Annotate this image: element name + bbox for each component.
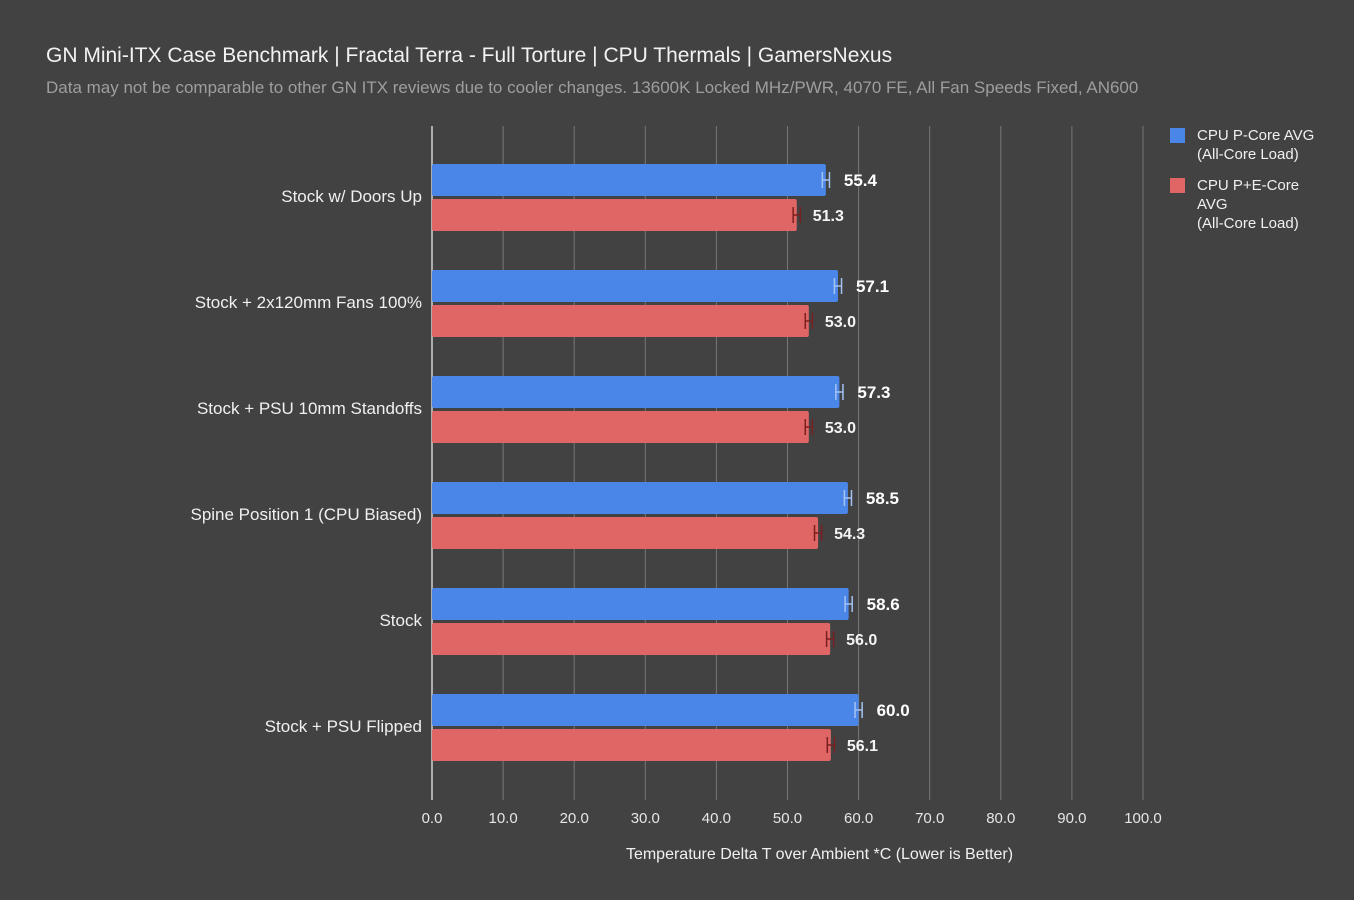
data-label: 54.3 (834, 526, 865, 543)
bar-p-core (432, 164, 826, 196)
data-label: 58.6 (867, 595, 900, 614)
x-tick-label: 50.0 (773, 810, 802, 827)
legend: CPU P-Core AVG (All-Core Load) CPU P+E-C… (1170, 126, 1340, 245)
category-label: Stock (379, 611, 422, 630)
bar-p-core (432, 694, 859, 726)
data-label: 60.0 (877, 701, 910, 720)
x-tick-label: 100.0 (1124, 810, 1162, 827)
category-label: Stock + PSU Flipped (265, 717, 422, 736)
bar-pe-core (432, 199, 797, 231)
category-label: Stock + PSU 10mm Standoffs (197, 399, 422, 418)
legend-swatch-pe-core (1170, 178, 1185, 193)
bar-p-core (432, 482, 848, 514)
x-tick-label: 90.0 (1057, 810, 1086, 827)
bar-pe-core (432, 729, 831, 761)
data-label: 56.1 (847, 738, 878, 755)
data-label: 53.0 (825, 420, 856, 437)
bar-pe-core (432, 623, 831, 655)
bar-pe-core (432, 305, 809, 337)
legend-label-p-core: CPU P-Core AVG (All-Core Load) (1197, 127, 1315, 163)
x-tick-label: 70.0 (915, 810, 944, 827)
bar-p-core (432, 588, 849, 620)
data-label: 56.0 (846, 632, 877, 649)
x-tick-label: 20.0 (560, 810, 589, 827)
category-label: Spine Position 1 (CPU Biased) (190, 505, 422, 524)
data-label: 58.5 (866, 489, 899, 508)
data-label: 57.1 (856, 277, 889, 296)
x-tick-label: 0.0 (422, 810, 443, 827)
x-axis-title: Temperature Delta T over Ambient *C (Low… (626, 846, 1013, 863)
legend-swatch-p-core (1170, 128, 1185, 143)
bar-p-core (432, 376, 840, 408)
bar-p-core (432, 270, 838, 302)
category-label: Stock w/ Doors Up (281, 187, 422, 206)
data-label: 57.3 (857, 383, 890, 402)
legend-item-p-core[interactable]: CPU P-Core AVG (All-Core Load) (1170, 126, 1340, 164)
category-label: Stock + 2x120mm Fans 100% (195, 293, 422, 312)
data-label: 51.3 (813, 208, 844, 225)
chart-subtitle: Data may not be comparable to other GN I… (46, 78, 1139, 97)
data-label: 55.4 (844, 171, 878, 190)
bar-pe-core (432, 411, 809, 443)
bar-pe-core (432, 517, 819, 549)
legend-item-pe-core[interactable]: CPU P+E-Core AVG (All-Core Load) (1170, 176, 1340, 233)
x-tick-label: 30.0 (631, 810, 660, 827)
x-tick-label: 10.0 (488, 810, 517, 827)
chart-title: GN Mini-ITX Case Benchmark | Fractal Ter… (46, 44, 893, 67)
legend-label-pe-core: CPU P+E-Core AVG (All-Core Load) (1197, 177, 1300, 232)
data-label: 53.0 (825, 314, 856, 331)
x-tick-label: 80.0 (986, 810, 1015, 827)
x-tick-label: 60.0 (844, 810, 873, 827)
x-tick-label: 40.0 (702, 810, 731, 827)
